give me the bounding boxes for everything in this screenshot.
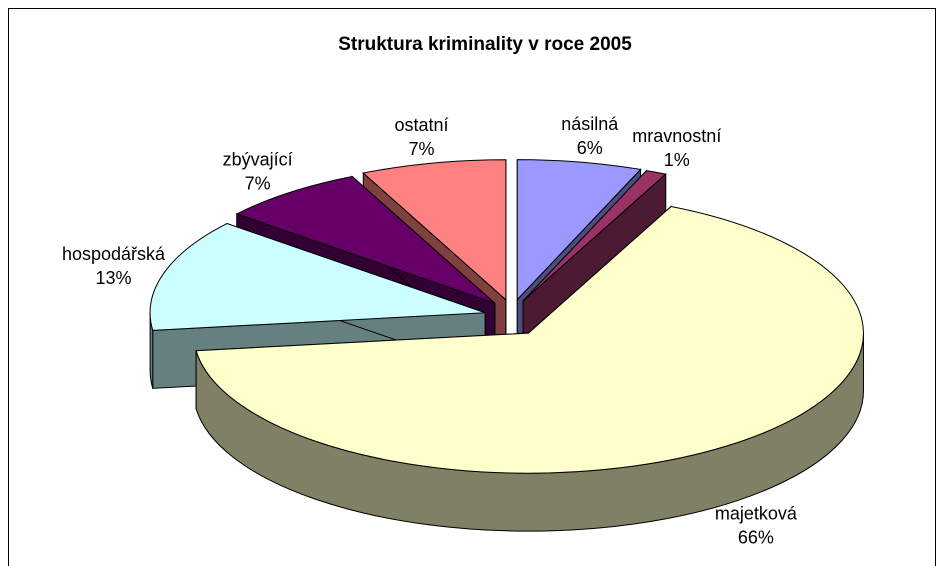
slice-value-label: 66% [738,527,774,547]
slice-label: mravnostní [632,126,721,146]
slice-top [516,159,642,301]
slice-top [149,222,486,331]
slice-label: násilná [561,114,619,134]
pie-slice [195,205,864,532]
slice-top [195,205,864,474]
slice-value-label: 7% [245,174,271,194]
chart-title: Struktura kriminality v roce 2005 [338,34,632,55]
slice-label: zbývající [223,150,293,170]
slice-label: ostatní [394,115,448,135]
slice-value-label: 6% [577,138,603,158]
slice-value-label: 7% [408,139,434,159]
slice-label: majetková [715,503,798,523]
slice-top [235,175,496,304]
slice-value-label: 1% [664,150,690,170]
slice-top [362,159,507,301]
slice-label: hospodářská [62,244,166,264]
slice-value-label: 13% [95,268,131,288]
slice-top [522,170,667,302]
